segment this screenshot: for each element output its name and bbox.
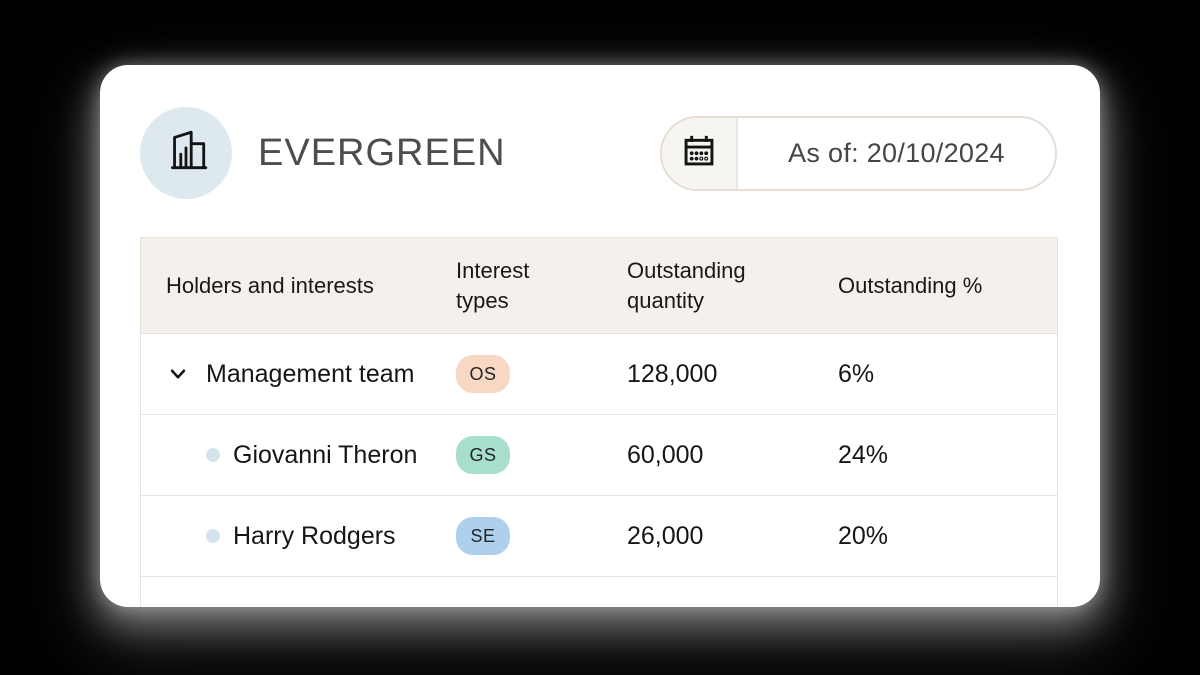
holder-name: Giovanni Theron xyxy=(233,440,418,469)
holders-table: Holders and interests Interest types Out… xyxy=(140,237,1058,607)
chevron-down-icon[interactable] xyxy=(166,362,190,386)
column-header-holders: Holders and interests xyxy=(166,272,374,298)
as-of-date-value[interactable]: As of: 20/10/2024 xyxy=(788,137,1005,168)
interest-type-badge: SE xyxy=(456,517,510,555)
column-header-interest-types: Interest types xyxy=(456,257,530,313)
member-bullet-icon xyxy=(206,529,220,543)
interest-type-cell: GS xyxy=(456,436,627,474)
column-header-outstanding-percent: Outstanding % xyxy=(838,272,983,298)
company-logo xyxy=(140,107,232,199)
table-row[interactable]: Management team OS 128,000 6% xyxy=(141,333,1057,414)
holder-cell: Management team xyxy=(141,360,456,389)
outstanding-quantity-value: 26,000 xyxy=(627,521,704,550)
table-row[interactable]: Harry Rodgers SE 26,000 20% xyxy=(141,495,1057,576)
page-title: EVERGREEN xyxy=(258,131,506,174)
outstanding-quantity-value: 60,000 xyxy=(627,440,704,469)
building-bar-chart-icon xyxy=(161,126,211,181)
outstanding-quantity-value: 128,000 xyxy=(627,359,718,388)
interest-type-badge: OS xyxy=(456,355,510,393)
table-header-row: Holders and interests Interest types Out… xyxy=(141,238,1057,333)
member-bullet-icon xyxy=(206,448,220,462)
as-of-date-picker[interactable]: As of: 20/10/2024 xyxy=(660,115,1057,191)
outstanding-percent-value: 20% xyxy=(838,521,889,550)
date-picker-icon-section[interactable] xyxy=(662,117,738,189)
table-row[interactable]: Giovanni Theron GS 60,000 24% xyxy=(141,414,1057,495)
holder-name: Management team xyxy=(206,359,415,388)
calendar-icon xyxy=(681,133,717,174)
column-header-outstanding-quantity: Outstanding quantity xyxy=(627,257,746,313)
interest-type-badge: GS xyxy=(456,436,510,474)
table-row-clipped xyxy=(141,576,1057,607)
holder-name: Harry Rodgers xyxy=(233,521,396,550)
cap-table-card: EVERGREEN xyxy=(100,65,1100,607)
holder-cell: Harry Rodgers xyxy=(141,522,456,551)
interest-type-cell: SE xyxy=(456,517,627,555)
card-header: EVERGREEN xyxy=(140,107,1057,199)
interest-type-cell: OS xyxy=(456,355,627,393)
holder-cell: Giovanni Theron xyxy=(141,441,456,470)
outstanding-percent-value: 24% xyxy=(838,440,889,469)
outstanding-percent-value: 6% xyxy=(838,359,875,388)
